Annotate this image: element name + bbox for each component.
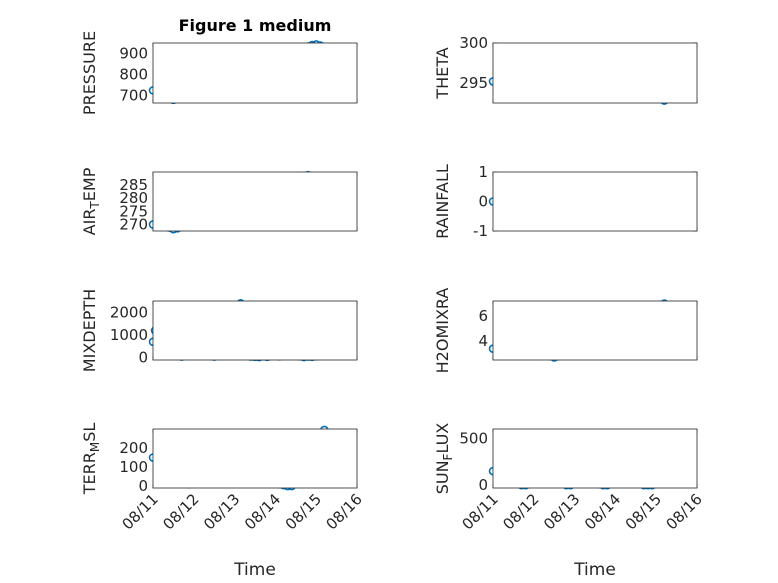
x-tick-label: 08/12 — [499, 490, 542, 533]
x-tick-label: 08/16 — [663, 490, 706, 533]
y-tick-label: 0 — [478, 193, 488, 211]
x-tick-label: 08/14 — [241, 490, 284, 533]
y-tick-label: 270 — [119, 215, 148, 233]
y-axis-label: RAINFALL — [433, 164, 452, 239]
y-tick-label: 700 — [119, 87, 148, 105]
y-tick-label: 285 — [119, 176, 148, 194]
y-tick-label: 1 — [478, 163, 488, 181]
y-axis-label: TERRMSL — [80, 423, 102, 496]
y-tick-label: 500 — [459, 429, 488, 447]
subplot-8: 0 500SUNFLUX08/1108/1208/1308/1408/1508/1… — [433, 423, 706, 580]
y-tick-label: 100 — [119, 458, 148, 476]
y-tick-label: 0 — [478, 476, 488, 494]
x-tick-label: 08/13 — [200, 490, 243, 533]
y-tick-label: 2000 — [110, 303, 148, 321]
x-tick-label: 08/11 — [119, 490, 162, 533]
y-axis-label: PRESSURE — [80, 31, 99, 115]
y-tick-label: 0 — [138, 349, 148, 367]
y-tick-label: 300 — [459, 34, 488, 52]
y-axis-label: THETA — [433, 47, 452, 99]
y-tick-label: -1 — [473, 222, 488, 240]
y-tick-label: 800 — [119, 66, 148, 84]
x-tick-label: 08/11 — [459, 490, 502, 533]
y-tick-label: 0 — [138, 477, 148, 495]
y-tick-label: 6 — [478, 307, 488, 325]
y-axis-label: H2OMIXRA — [433, 288, 452, 374]
x-tick-label: 08/13 — [540, 490, 583, 533]
axes-frame — [492, 171, 698, 232]
y-tick-label: 200 — [119, 439, 148, 457]
y-axis-label: AIRTEMP — [80, 167, 102, 235]
subplot-5: 0 1000 2000 MIXDEPTH — [80, 289, 358, 372]
x-axis-label: Time — [233, 560, 276, 580]
axes-frame — [152, 428, 358, 489]
x-tick-label: 08/16 — [323, 490, 366, 533]
subplot-1: 700 800 900 PRESSURE Figure 1 medium — [80, 16, 358, 115]
y-tick-label: 280 — [119, 189, 148, 207]
subplot-4: -1 0 1 RAINFALL — [433, 163, 698, 240]
y-tick-label: 295 — [459, 74, 488, 92]
axes-frame — [152, 171, 358, 232]
subplot-6: 4 6 H2OMIXRA — [433, 288, 698, 374]
subplot-2: 295 300 THETA — [433, 34, 698, 105]
chart-title: Figure 1 medium — [179, 16, 332, 35]
axes-frame — [492, 428, 698, 489]
subplot-grid: 700 800 900 PRESSURE Figure 1 medium 295 300 TH… — [80, 16, 706, 580]
y-axis-label: MIXDEPTH — [80, 289, 99, 372]
y-tick-label: 1000 — [110, 326, 148, 344]
x-tick-label: 08/12 — [159, 490, 202, 533]
y-tick-label: 900 — [119, 45, 148, 63]
x-tick-label: 08/14 — [581, 490, 624, 533]
y-axis-label: SUNFLUX — [433, 423, 455, 495]
axes-frame — [152, 42, 358, 104]
x-tick-label: 08/15 — [622, 490, 665, 533]
axes-frame — [152, 300, 358, 361]
y-tick-label: 4 — [478, 332, 488, 350]
x-tick-label: 08/15 — [282, 490, 325, 533]
x-axis-label: Time — [573, 560, 616, 580]
axes-frame — [492, 300, 698, 361]
y-tick-label: 275 — [119, 202, 148, 220]
axes-frame — [492, 42, 698, 104]
